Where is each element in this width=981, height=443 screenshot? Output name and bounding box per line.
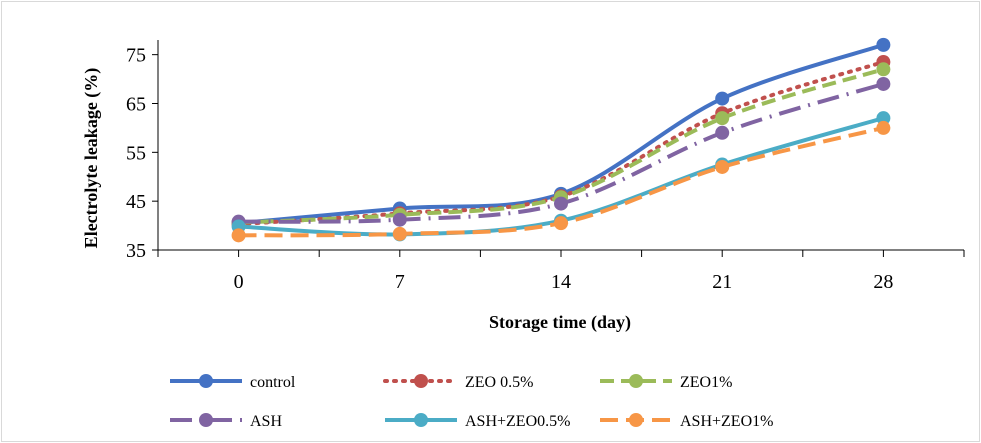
x-tick-label: 14 [551, 271, 571, 293]
legend-swatch-marker [414, 374, 428, 388]
legend-label: ASH+ZEO0.5% [465, 413, 570, 430]
x-tick-label: 28 [873, 271, 893, 293]
x-tick-label: 0 [234, 271, 244, 293]
data-point-ash [554, 196, 568, 211]
legend-swatch-marker [629, 374, 643, 388]
data-point-ash-zeo1 [876, 120, 891, 135]
legend-swatch-marker [199, 374, 213, 388]
legend-swatch-marker [199, 413, 213, 427]
data-point-zeo1 [876, 62, 891, 77]
data-point-ash [392, 212, 407, 227]
data-point-ash-zeo1 [392, 226, 407, 241]
y-tick-label: 75 [126, 45, 146, 67]
data-point-ash-zeo0-5 [876, 111, 891, 126]
y-tick-label: 35 [126, 240, 146, 262]
plot-area: 35 45 55 65 75 0 7 14 21 28 [126, 37, 965, 293]
y-tick-label: 65 [126, 93, 146, 115]
legend: control ZEO 0.5% ZEO1% ASH ASH+ZEO0.5% ASH+ZE… [170, 374, 773, 430]
legend-label: ZEO1% [680, 374, 732, 391]
data-point-ash-zeo1 [715, 159, 730, 174]
y-axis-title: Electrolyte leakage (%) [81, 68, 102, 249]
legend-swatch-marker [629, 413, 643, 427]
data-point-ash [876, 76, 891, 91]
legend-swatch-marker [414, 413, 428, 427]
data-point-ash-zeo1 [231, 228, 246, 243]
data-point-control [876, 37, 891, 52]
x-tick-label: 21 [712, 271, 732, 293]
x-tick-label: 7 [395, 271, 405, 293]
y-tick-label: 55 [126, 142, 146, 164]
y-tick-label: 45 [126, 191, 146, 213]
data-point-ash [715, 125, 730, 140]
legend-label: ZEO 0.5% [465, 374, 533, 391]
data-point-control [715, 91, 730, 106]
legend-label: ASH [250, 413, 282, 430]
data-point-zeo1 [715, 111, 730, 126]
data-point-ash-zeo1 [554, 216, 568, 231]
x-axis-title: Storage time (day) [489, 312, 631, 333]
legend-label: control [250, 374, 296, 391]
legend-label: ASH+ZEO1% [680, 413, 773, 430]
